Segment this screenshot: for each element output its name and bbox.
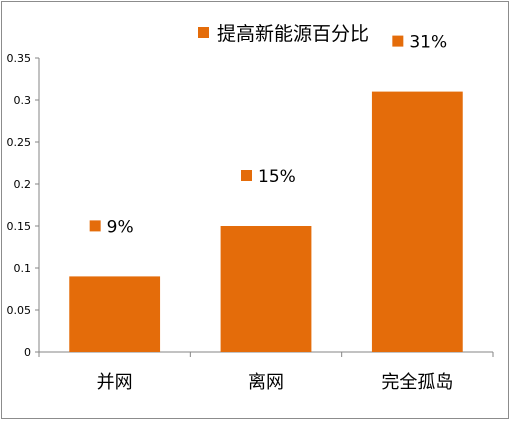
chart-bars bbox=[69, 91, 463, 352]
legend-swatch bbox=[198, 27, 209, 38]
chart-legend: 提高新能源百分比 bbox=[198, 23, 369, 45]
data-label: 31% bbox=[409, 33, 447, 53]
legend-label: 提高新能源百分比 bbox=[217, 23, 369, 45]
data-label-key bbox=[392, 35, 404, 47]
y-tick-label: 0.35 bbox=[7, 52, 32, 65]
y-tick-label: 0.1 bbox=[14, 262, 32, 275]
data-label-key bbox=[241, 170, 252, 181]
y-tick-label: 0.25 bbox=[7, 136, 32, 149]
y-tick-label: 0.15 bbox=[7, 220, 32, 233]
bar bbox=[371, 91, 463, 352]
x-category-label: 完全孤岛 bbox=[381, 372, 453, 393]
data-label: 9% bbox=[107, 217, 134, 237]
data-label: 15% bbox=[258, 167, 296, 187]
x-category-label: 并网 bbox=[97, 372, 133, 393]
y-tick-label: 0.2 bbox=[14, 178, 32, 191]
bar bbox=[220, 226, 312, 352]
y-tick-label: 0.3 bbox=[14, 94, 32, 107]
bar bbox=[69, 276, 161, 352]
data-label-key bbox=[89, 220, 101, 232]
y-tick-label: 0.05 bbox=[7, 304, 32, 317]
data-labels: 9% 15% 31% bbox=[89, 33, 447, 237]
x-category-label: 离网 bbox=[248, 372, 284, 393]
y-tick-label: 0 bbox=[24, 346, 31, 359]
